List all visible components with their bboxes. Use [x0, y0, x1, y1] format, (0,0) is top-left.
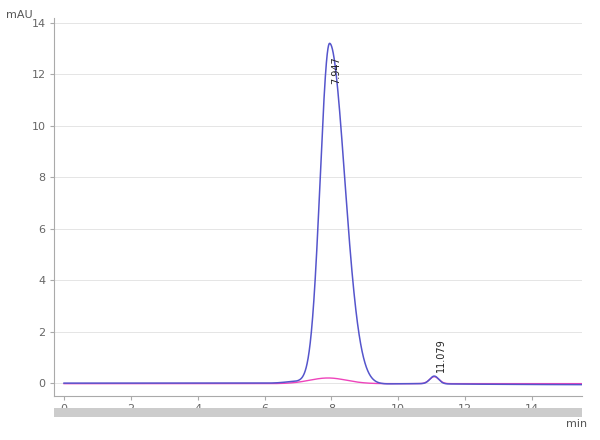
Text: 11.079: 11.079 — [436, 338, 446, 372]
X-axis label: min: min — [566, 419, 587, 429]
Y-axis label: mAU: mAU — [6, 10, 33, 20]
Text: 7.947: 7.947 — [332, 56, 341, 84]
